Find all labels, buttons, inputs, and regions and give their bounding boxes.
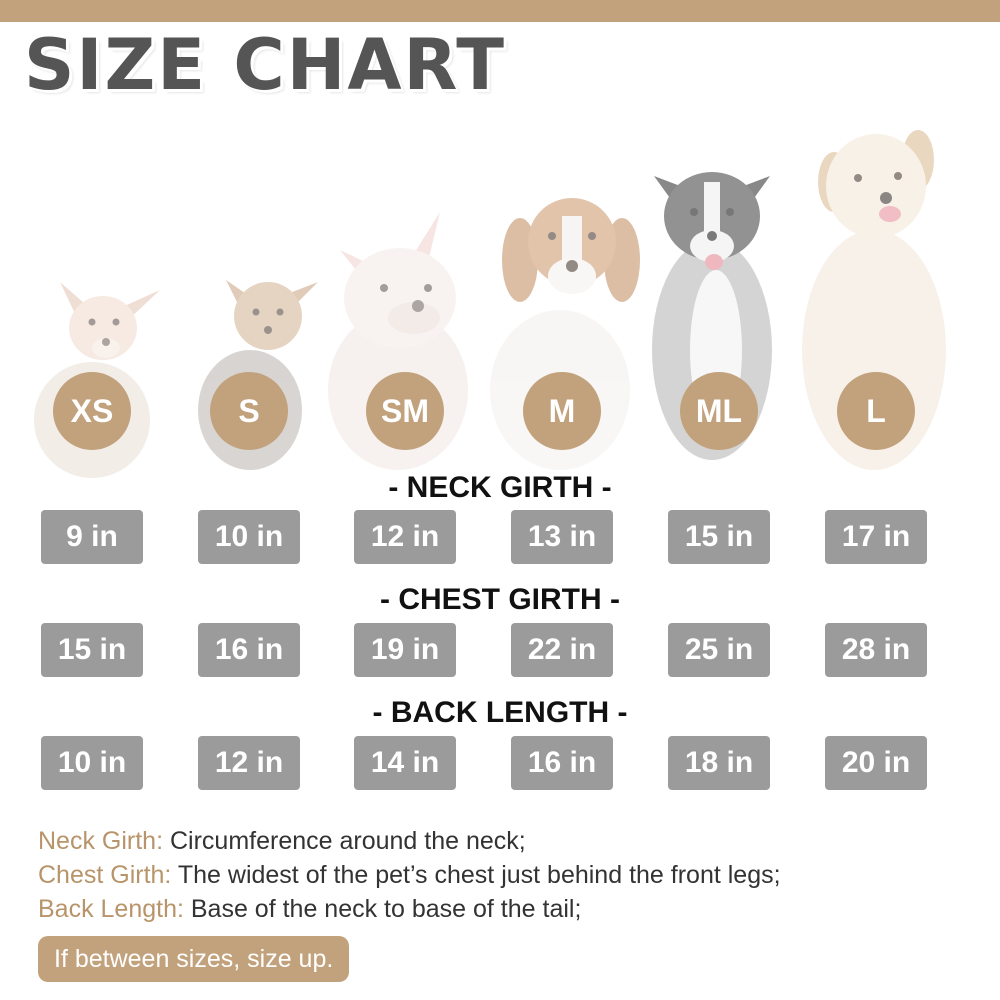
neck-girth-s: 10 in [198, 510, 300, 564]
back-length-row: 10 in 12 in 14 in 16 in 18 in 20 in [0, 736, 1000, 790]
neck-girth-row: 9 in 10 in 12 in 13 in 15 in 17 in [0, 510, 1000, 564]
note-neck-girth: Neck Girth: Circumference around the nec… [38, 824, 781, 858]
neck-girth-heading: - NECK GIRTH - [388, 471, 612, 504]
note-text: The widest of the pet’s chest just behin… [171, 861, 781, 889]
note-term: Chest Girth: [38, 861, 172, 889]
neck-girth-ml: 15 in [668, 510, 770, 564]
size-badge-sm: SM [366, 372, 444, 450]
chest-girth-ml: 25 in [668, 623, 770, 677]
chest-girth-heading: - CHEST GIRTH - [380, 583, 620, 616]
size-badge-ml: ML [680, 372, 758, 450]
back-length-m: 16 in [511, 736, 613, 790]
chest-girth-m: 22 in [511, 623, 613, 677]
back-length-heading: - BACK LENGTH - [372, 696, 628, 729]
chest-girth-row: 15 in 16 in 19 in 22 in 25 in 28 in [0, 623, 1000, 677]
note-back-length: Back Length: Base of the neck to base of… [38, 892, 781, 926]
back-length-xs: 10 in [41, 736, 143, 790]
neck-girth-l: 17 in [825, 510, 927, 564]
note-chest-girth: Chest Girth: The widest of the pet’s che… [38, 858, 781, 892]
chest-girth-sm: 19 in [354, 623, 456, 677]
note-text: Circumference around the neck; [163, 827, 526, 855]
size-badge-s: S [210, 372, 288, 450]
note-text: Base of the neck to base of the tail; [183, 895, 582, 923]
size-badge-m: M [523, 372, 601, 450]
top-accent-bar [0, 0, 1000, 22]
sizing-tip-badge: If between sizes, size up. [38, 936, 350, 982]
back-length-sm: 14 in [354, 736, 456, 790]
measurement-notes: Neck Girth: Circumference around the nec… [38, 824, 781, 926]
back-length-ml: 18 in [668, 736, 770, 790]
neck-girth-xs: 9 in [41, 510, 143, 564]
chest-girth-xs: 15 in [41, 623, 143, 677]
back-length-l: 20 in [825, 736, 927, 790]
note-term: Neck Girth: [38, 827, 164, 855]
neck-girth-m: 13 in [511, 510, 613, 564]
chest-girth-l: 28 in [825, 623, 927, 677]
page-title: SIZE CHART [24, 24, 507, 106]
neck-girth-sm: 12 in [354, 510, 456, 564]
size-badge-l: L [837, 372, 915, 450]
note-term: Back Length: [38, 895, 184, 923]
back-length-s: 12 in [198, 736, 300, 790]
chest-girth-s: 16 in [198, 623, 300, 677]
size-badge-xs: XS [53, 372, 131, 450]
